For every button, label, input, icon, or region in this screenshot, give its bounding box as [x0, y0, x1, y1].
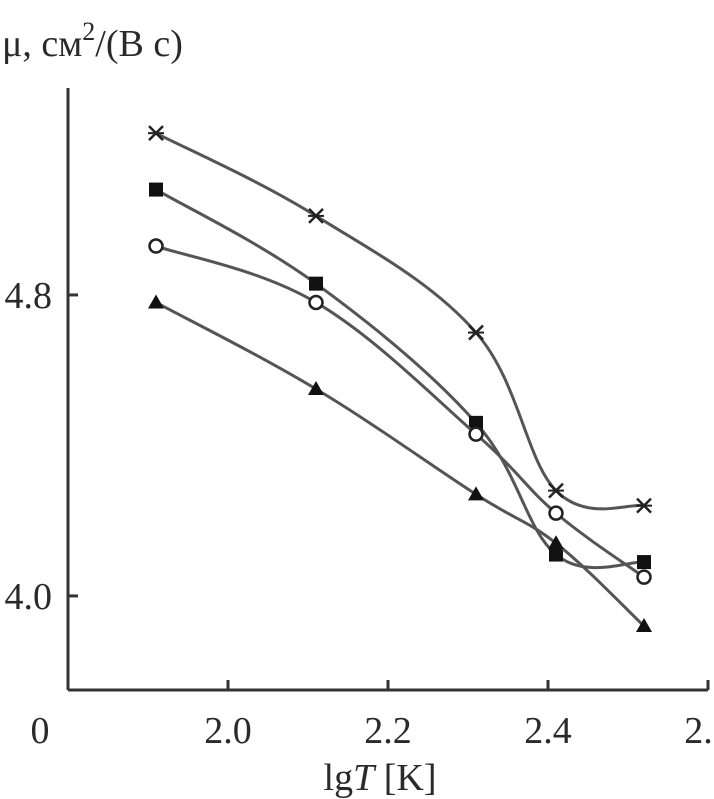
series-line-star: [155, 131, 645, 511]
series-line-open-circle: [155, 244, 645, 579]
data-series: [148, 125, 652, 633]
origin-label: 0: [31, 710, 50, 752]
y-axis-label: μ, см2/(В с): [2, 17, 183, 65]
data-point-star: [548, 482, 564, 499]
x-tick-label: 2.6: [684, 710, 714, 752]
data-point-circle: [548, 505, 564, 521]
x-axis-label-variable: T: [353, 757, 377, 799]
data-point-circle: [308, 294, 324, 311]
data-point-star: [308, 208, 324, 224]
data-point-star: [468, 324, 484, 341]
series-open-circle: [148, 238, 652, 585]
data-point-circle: [636, 569, 652, 585]
series-line-filled-square: [155, 188, 645, 570]
y-axis-label-suffix: /(В с): [95, 23, 183, 65]
data-point-circle: [468, 426, 484, 442]
data-point-triangle: [468, 486, 484, 501]
data-point-circle: [148, 238, 164, 254]
series-filled-square: [149, 182, 651, 570]
x-axis-label-prefix: lg: [324, 757, 354, 799]
data-point-square: [149, 182, 163, 197]
y-axis-label-prefix: μ, см: [2, 23, 82, 65]
data-point-star: [636, 497, 652, 514]
x-axis-label-suffix: [K]: [374, 757, 436, 799]
data-point-triangle: [548, 535, 564, 550]
y-axis-label-superscript: 2: [82, 17, 95, 46]
series-line-filled-triangle: [155, 301, 646, 628]
data-point-star: [148, 125, 164, 142]
y-tick-label: 4.8: [5, 275, 53, 317]
axis-ticks: [68, 293, 710, 690]
series-star: [148, 125, 652, 514]
x-tick-label: 2.4: [524, 710, 572, 752]
data-point-square: [549, 547, 563, 562]
x-tick-label: 2.0: [204, 710, 252, 752]
y-tick-label: 4.0: [5, 576, 53, 618]
data-point-triangle: [148, 294, 164, 309]
data-point-triangle: [636, 618, 652, 633]
data-point-square: [309, 276, 323, 291]
data-point-square: [637, 555, 651, 570]
series-filled-triangle: [148, 294, 652, 633]
axis-tick-labels: 2.0 2.2 2.4 2.6 4.0 4.8: [5, 275, 714, 752]
data-point-square: [469, 415, 483, 430]
x-tick-label: 2.2: [364, 710, 412, 752]
data-point-triangle: [308, 381, 324, 395]
svg-text:μ, см2/(В с): μ, см2/(В с): [2, 17, 183, 65]
x-axis-label: lgT [K]: [324, 757, 437, 799]
